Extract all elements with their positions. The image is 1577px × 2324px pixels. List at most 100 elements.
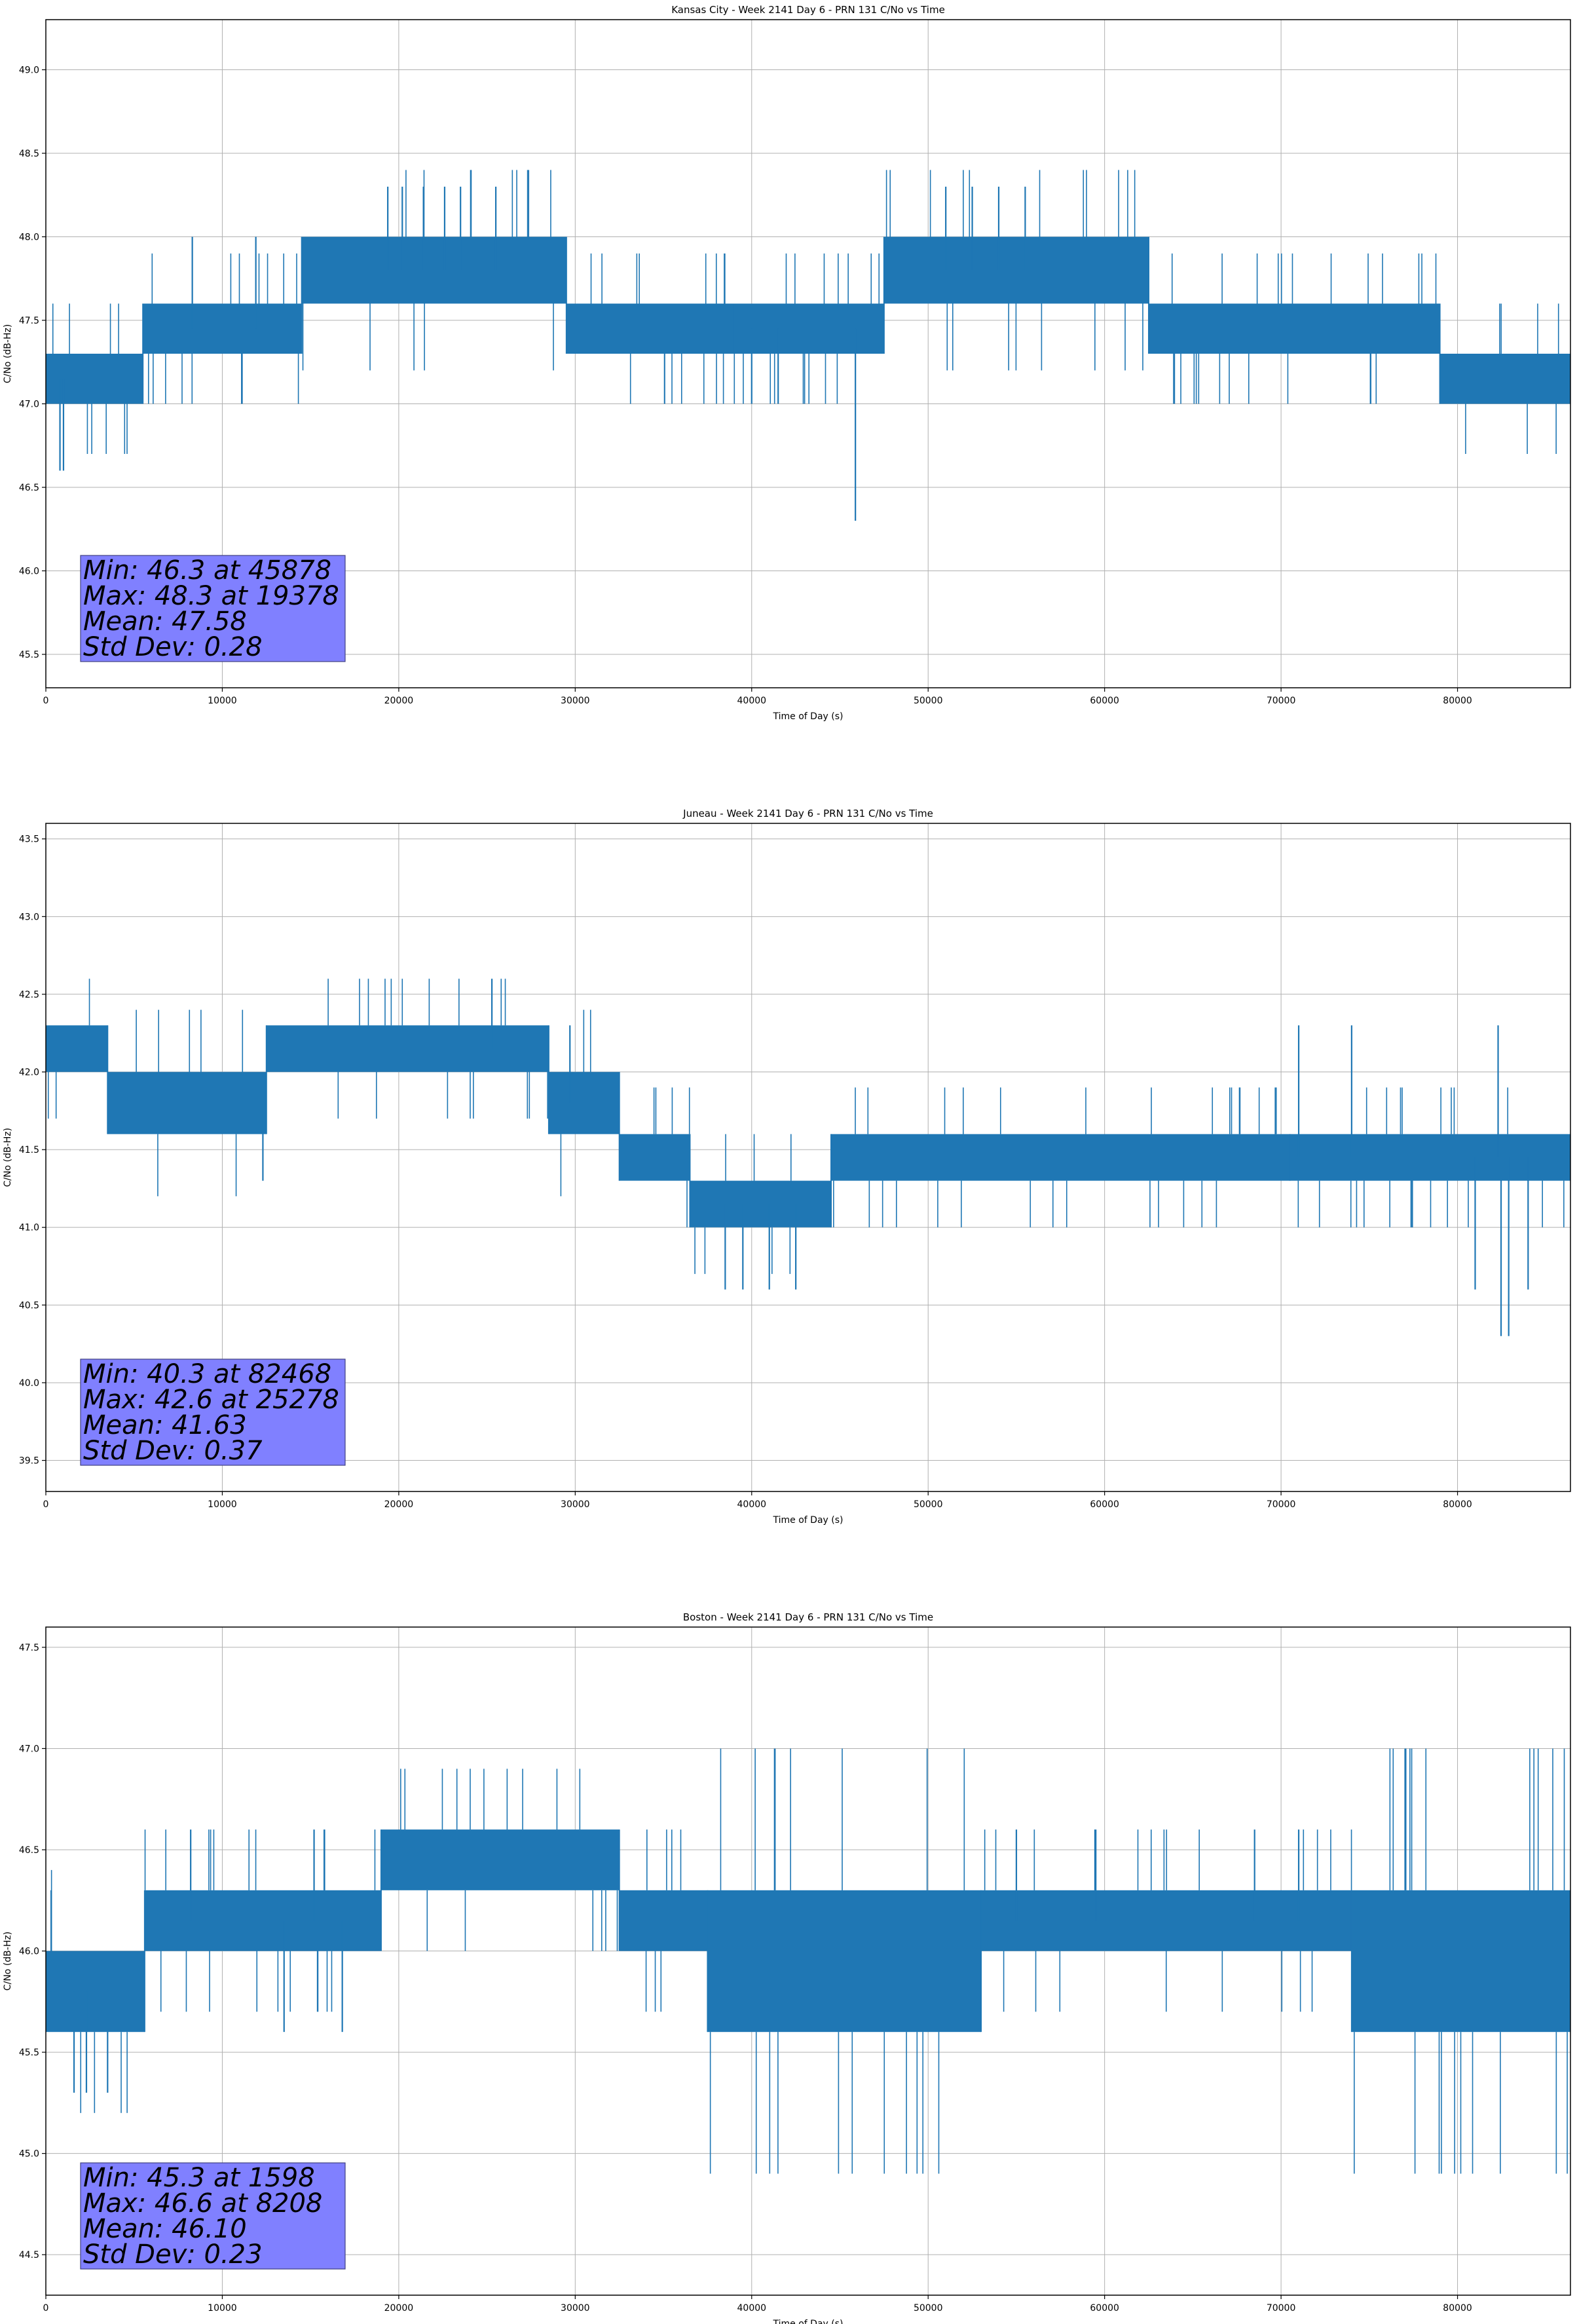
chart-title: Juneau - Week 2141 Day 6 - PRN 131 C/No … [682, 808, 933, 819]
x-axis-label: Time of Day (s) [773, 711, 844, 722]
y-tick-label: 49.0 [19, 66, 39, 76]
x-tick-label: 80000 [1443, 2303, 1472, 2314]
x-tick-label: 50000 [914, 1499, 943, 1510]
data-band [566, 303, 734, 354]
stats-box [80, 1359, 346, 1466]
y-axis-label: C/No (dB-Hz) [3, 1128, 13, 1187]
x-tick-label: 0 [43, 1499, 49, 1510]
stats-line: Max: 48.3 at 19378 [83, 581, 339, 611]
stats-line: Min: 40.3 at 82468 [83, 1359, 331, 1389]
chart-title: Boston - Week 2141 Day 6 - PRN 131 C/No … [683, 1611, 933, 1623]
x-tick-label: 70000 [1267, 1499, 1296, 1510]
y-tick-label: 45.0 [19, 2149, 39, 2160]
y-tick-label: 43.0 [19, 912, 39, 922]
y-tick-label: 41.0 [19, 1223, 39, 1233]
y-tick-label: 45.5 [19, 2048, 39, 2058]
stats-line: Mean: 47.58 [83, 607, 247, 637]
stats-line: Max: 42.6 at 25278 [83, 1385, 339, 1415]
stats-line: Std Dev: 0.23 [83, 2240, 263, 2270]
stats-line: Mean: 41.63 [83, 1410, 247, 1440]
data-band [981, 1890, 1352, 1951]
data-band [690, 1180, 832, 1228]
data-band [266, 1025, 549, 1072]
axes-frame [45, 1626, 1571, 2296]
chart-title: Kansas City - Week 2141 Day 6 - PRN 131 … [671, 4, 945, 16]
y-tick-label: 46.5 [19, 483, 39, 493]
data-band [1149, 303, 1440, 354]
data-series [46, 979, 1570, 1336]
x-tick-label: 80000 [1443, 696, 1472, 706]
data-band [619, 1890, 708, 1951]
x-tick-label: 10000 [208, 2303, 237, 2314]
y-tick-label: 40.0 [19, 1378, 39, 1389]
x-tick-label: 30000 [561, 1499, 590, 1510]
stats-line: Min: 45.3 at 1598 [83, 2163, 315, 2193]
stats-line: Max: 46.6 at 8208 [83, 2188, 322, 2219]
x-tick-label: 60000 [1090, 1499, 1119, 1510]
y-tick-label: 46.5 [19, 1845, 39, 1856]
stats-line: Min: 46.3 at 45878 [83, 555, 331, 586]
data-band [46, 1951, 145, 2033]
y-tick-label: 44.5 [19, 2250, 39, 2260]
y-tick-label: 48.5 [19, 149, 39, 159]
y-tick-label: 47.0 [19, 1744, 39, 1754]
y-tick-label: 48.0 [19, 233, 39, 243]
data-band [831, 1134, 1290, 1181]
y-axis-label: C/No (dB-Hz) [3, 1932, 13, 1991]
x-tick-label: 30000 [561, 2303, 590, 2314]
x-axis-label: Time of Day (s) [773, 1515, 844, 1526]
x-tick-label: 0 [43, 2303, 49, 2314]
x-tick-label: 10000 [208, 696, 237, 706]
y-tick-label: 39.5 [19, 1456, 39, 1467]
axes-frame [45, 19, 1571, 688]
stats-box [80, 555, 346, 662]
x-tick-label: 0 [43, 696, 49, 706]
y-axis-label: C/No (dB-Hz) [3, 324, 13, 383]
data-band [707, 1890, 982, 2033]
x-tick-label: 20000 [384, 2303, 414, 2314]
y-tick-label: 47.5 [19, 1643, 39, 1653]
data-band [1351, 1890, 1570, 2033]
stats-line: Mean: 46.10 [83, 2214, 247, 2244]
y-tick-label: 42.5 [19, 990, 39, 1000]
stats-box [80, 2162, 346, 2270]
data-band [46, 1025, 108, 1072]
data-band [301, 236, 566, 304]
y-tick-label: 47.0 [19, 400, 39, 410]
chart-panel-3: Boston - Week 2141 Day 6 - PRN 131 C/No … [3, 1611, 1571, 2324]
data-band [46, 354, 143, 404]
x-tick-label: 40000 [737, 2303, 767, 2314]
stats-line: Std Dev: 0.37 [83, 1436, 263, 1466]
x-tick-label: 50000 [914, 2303, 943, 2314]
data-band [380, 1829, 620, 1890]
x-tick-label: 60000 [1090, 2303, 1119, 2314]
y-tick-label: 40.5 [19, 1300, 39, 1311]
data-band [107, 1072, 267, 1134]
x-tick-label: 60000 [1090, 696, 1119, 706]
x-tick-label: 20000 [384, 1499, 414, 1510]
y-tick-label: 43.5 [19, 834, 39, 845]
axes-frame [45, 823, 1571, 1492]
data-band [143, 303, 302, 354]
y-tick-label: 45.5 [19, 650, 39, 660]
chart-panel-2: Juneau - Week 2141 Day 6 - PRN 131 C/No … [3, 808, 1571, 1526]
x-tick-label: 70000 [1267, 2303, 1296, 2314]
data-band [1439, 354, 1570, 404]
y-tick-label: 46.0 [19, 1947, 39, 1957]
data-band [548, 1072, 620, 1134]
y-tick-label: 41.5 [19, 1145, 39, 1155]
chart-panel-1: Kansas City - Week 2141 Day 6 - PRN 131 … [3, 4, 1571, 722]
x-tick-label: 40000 [737, 1499, 767, 1510]
data-band [1289, 1134, 1570, 1181]
x-tick-label: 20000 [384, 696, 414, 706]
x-tick-label: 30000 [561, 696, 590, 706]
y-tick-label: 42.0 [19, 1068, 39, 1078]
stats-line: Std Dev: 0.28 [83, 632, 263, 662]
x-tick-label: 80000 [1443, 1499, 1472, 1510]
data-series [46, 170, 1570, 521]
x-tick-label: 40000 [737, 696, 767, 706]
data-band [144, 1890, 381, 1951]
data-band [733, 303, 884, 354]
x-tick-label: 50000 [914, 696, 943, 706]
